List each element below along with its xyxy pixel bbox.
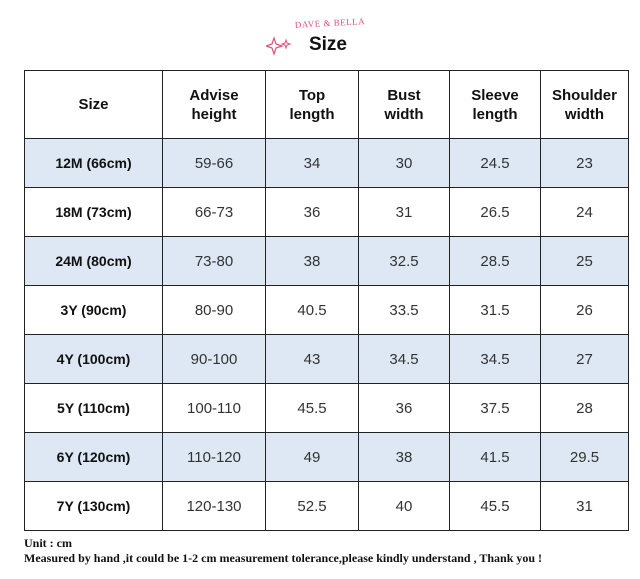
measure-cell: 80-90 (162, 285, 266, 335)
measure-cell: 27 (540, 334, 629, 384)
size-cell: 12M (66cm) (24, 138, 163, 188)
size-cell: 18M (73cm) (24, 187, 163, 237)
measure-cell: 24 (540, 187, 629, 237)
table-row: 24M (80cm) 73-80 38 32.5 28.5 25 (24, 236, 629, 286)
column-header: Advise height (162, 70, 266, 139)
column-header: Size (24, 70, 163, 139)
table-row: 5Y (110cm) 100-110 45.5 36 37.5 28 (24, 383, 629, 433)
size-cell: 24M (80cm) (24, 236, 163, 286)
measure-cell: 34.5 (449, 334, 541, 384)
size-cell: 7Y (130cm) (24, 481, 163, 531)
measure-cell: 110-120 (162, 432, 266, 482)
table-row: 7Y (130cm) 120-130 52.5 40 45.5 31 (24, 481, 629, 531)
measure-cell: 28 (540, 383, 629, 433)
measure-cell: 31.5 (449, 285, 541, 335)
table-row: 12M (66cm) 59-66 34 30 24.5 23 (24, 138, 629, 188)
tolerance-note: Measured by hand ,it could be 1-2 cm mea… (24, 551, 543, 565)
measure-cell: 38 (358, 432, 450, 482)
measure-cell: 40.5 (265, 285, 359, 335)
table-row: 18M (73cm) 66-73 36 31 26.5 24 (24, 187, 629, 237)
unit-note: Unit : cm (24, 536, 72, 550)
measure-cell: 31 (358, 187, 450, 237)
measure-cell: 59-66 (162, 138, 266, 188)
brand: DAVE & BELLA (294, 16, 366, 30)
header-row: Size Advise height Top length Bust width Sle… (24, 70, 629, 139)
size-cell: 5Y (110cm) (24, 383, 163, 433)
measure-cell: 36 (265, 187, 359, 237)
measure-cell: 73-80 (162, 236, 266, 286)
measure-cell: 26 (540, 285, 629, 335)
measure-cell: 30 (358, 138, 450, 188)
measure-cell: 100-110 (162, 383, 266, 433)
measure-cell: 26.5 (449, 187, 541, 237)
column-header: Top length (265, 70, 359, 139)
column-header: Bust width (358, 70, 450, 139)
measure-cell: 24.5 (449, 138, 541, 188)
measure-cell: 31 (540, 481, 629, 531)
size-table: Size Advise height Top length Bust width Sle… (24, 70, 629, 531)
column-header: Shoulder width (540, 70, 629, 139)
measure-cell: 45.5 (449, 481, 541, 531)
measure-cell: 43 (265, 334, 359, 384)
measure-cell: 38 (265, 236, 359, 286)
size-cell: 4Y (100cm) (24, 334, 163, 384)
measure-cell: 120-130 (162, 481, 266, 531)
measure-cell: 40 (358, 481, 450, 531)
table-row: 3Y (90cm) 80-90 40.5 33.5 31.5 26 (24, 285, 629, 335)
measure-cell: 32.5 (358, 236, 450, 286)
measure-cell: 28.5 (449, 236, 541, 286)
measure-cell: 33.5 (358, 285, 450, 335)
measure-cell: 90-100 (162, 334, 266, 384)
measure-cell: 66-73 (162, 187, 266, 237)
measure-cell: 49 (265, 432, 359, 482)
title: Size (308, 34, 348, 55)
measure-cell: 29.5 (540, 432, 629, 482)
measure-cell: 34.5 (358, 334, 450, 384)
sparkle-icon (266, 36, 292, 56)
measure-cell: 41.5 (449, 432, 541, 482)
measure-cell: 52.5 (265, 481, 359, 531)
measure-cell: 25 (540, 236, 629, 286)
size-cell: 3Y (90cm) (24, 285, 163, 335)
column-header: Sleeve length (449, 70, 541, 139)
measure-cell: 45.5 (265, 383, 359, 433)
size-cell: 6Y (120cm) (24, 432, 163, 482)
table-row: 6Y (120cm) 110-120 49 38 41.5 29.5 (24, 432, 629, 482)
table-row: 4Y (100cm) 90-100 43 34.5 34.5 27 (24, 334, 629, 384)
measure-cell: 34 (265, 138, 359, 188)
measure-cell: 37.5 (449, 383, 541, 433)
measure-cell: 23 (540, 138, 629, 188)
measure-cell: 36 (358, 383, 450, 433)
